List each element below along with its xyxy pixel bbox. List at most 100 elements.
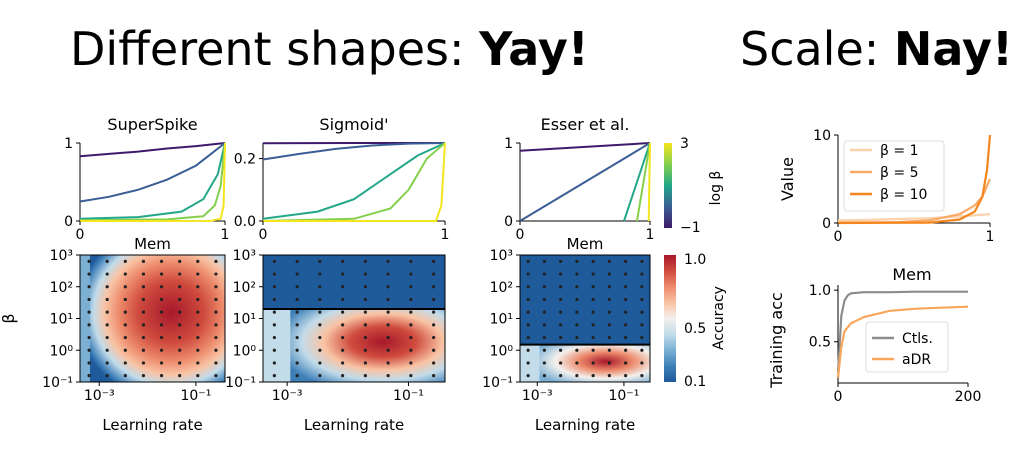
heatmap-panel-2-sample-dot <box>318 335 322 340</box>
heatmap-panel-3-y1-ticklabel: 10⁰ <box>490 343 514 359</box>
heatmap-panel-1-ylabel: β <box>0 313 18 323</box>
heatmap-panel-2-sample-dot <box>295 310 299 314</box>
heatmap-panel-1-x-1e-1-ticklabel: 10⁻¹ <box>180 388 211 404</box>
shape-panel-1-x0-ticklabel: 0 <box>76 227 85 243</box>
heatmap-panel-1-sample-dot <box>159 285 164 289</box>
heatmap-panel-1-sample-dot <box>196 310 200 314</box>
shape-panel-1-series-3 <box>79 142 226 222</box>
heatmap-panel-1-sample-dot <box>87 285 91 289</box>
heatmap-panel-3-sample-dot <box>526 259 530 263</box>
shape-panel-3-series-1 <box>519 142 651 222</box>
value-plot-x0-ticklabel: 0 <box>834 229 843 245</box>
headline-right-emph: Nay! <box>893 22 1013 76</box>
heatmap-panel-3-sample-dot <box>559 297 563 302</box>
heatmap-panel-3-sample-dot <box>607 310 611 314</box>
heatmap-panel-2-sample-dot <box>272 361 276 365</box>
accuracy-colorbar-label: Accuracy <box>711 286 727 350</box>
training-plot-series-1 <box>836 305 969 378</box>
heatmap-panel-3-sample-dot <box>640 374 644 378</box>
heatmap-panel-3-sample-dot <box>542 348 546 352</box>
heatmap-panel-3-y0-ticklabel: 10⁻¹ <box>482 375 513 391</box>
heatmap-panel-2-sample-dot <box>386 335 390 340</box>
heatmap-panel-2-sample-dot <box>318 361 322 365</box>
heatmap-panel-2-sample-dot <box>295 297 299 302</box>
heatmap-panel-2-sample-dot <box>363 361 367 365</box>
heatmap-panel-3-sample-dot <box>624 323 628 327</box>
shape-panel-1-series-0 <box>79 142 226 158</box>
heatmap-panel-2-sample-dot <box>318 310 322 314</box>
heatmap-panel-3-sample-dot <box>575 335 579 340</box>
value-plot-ylabel: Value <box>778 157 797 201</box>
shape-panel-3-series-3 <box>636 142 651 222</box>
heatmap-panel-1-sample-dot <box>159 272 164 276</box>
heatmap-panel-2-sample-dot <box>295 348 299 352</box>
heatmap-panel-3-sample-dot <box>640 259 644 263</box>
shape-panel-2-series-2 <box>262 142 446 220</box>
shape-panel-3-title: Esser et al. <box>541 115 630 134</box>
heatmap-panel-1-sample-dot <box>123 272 127 276</box>
heatmap-panel-1-sample-dot <box>87 335 91 340</box>
heatmap-panel-2-sample-dot <box>363 297 367 302</box>
heatmap-panel-2-sample-dot <box>432 348 436 352</box>
heatmap-panel-1-sample-dot <box>123 361 127 365</box>
heatmap-panel-1-sample-dot <box>196 335 200 340</box>
headline-right-text: Scale: <box>740 22 894 76</box>
beta-colorbar-tick-top: 3 <box>680 136 689 152</box>
shape-panel-2-series-3 <box>262 142 446 222</box>
heatmap-panel-2-sample-dot <box>272 374 276 378</box>
heatmap-panel-2-sample-dot <box>341 348 345 352</box>
heatmap-panel-1-sample-dot <box>105 323 109 327</box>
heatmap-panel-3-sample-dot <box>542 285 546 289</box>
headline-right: Scale: Nay! <box>740 22 1013 76</box>
heatmap-panel-2-sample-dot <box>409 285 413 289</box>
heatmap-panel-1-sample-dot <box>178 272 182 276</box>
heatmap-panel-1-sample-dot <box>159 259 164 263</box>
shape-panel-2-title: Sigmoid' <box>319 115 388 134</box>
heatmap-panel-2-sample-dot <box>295 361 299 365</box>
heatmap-panel-1-sample-dot <box>141 285 146 289</box>
heatmap-panel-1-sample-dot <box>178 259 182 263</box>
heatmap-panel-2-sample-dot <box>363 310 367 314</box>
heatmap-panel-3-sample-dot <box>591 335 595 340</box>
headline-left-emph: Yay! <box>479 22 589 76</box>
shape-panel-2-series-1 <box>262 142 446 161</box>
heatmap-panel-3-sample-dot <box>526 272 530 276</box>
heatmap-panel-3-sample-dot <box>526 285 530 289</box>
heatmap-panel-3-sample-dot <box>607 361 611 365</box>
heatmap-panel-3-sample-dot <box>526 374 530 378</box>
accuracy-tick-01: 0.1 <box>684 374 706 390</box>
heatmap-panel-2-sample-dot <box>318 259 322 263</box>
heatmap-panel-3-sample-dot <box>526 348 530 352</box>
shape-panel-3-series-2 <box>623 142 651 222</box>
heatmap-panel-1-sample-dot <box>196 259 200 263</box>
heatmap-panel-1-sample-dot <box>87 259 91 263</box>
shape-panel-3-series-0 <box>519 142 651 152</box>
heatmap-panel-1-sample-dot <box>87 348 91 352</box>
heatmap-panel-2-sample-dot <box>341 310 345 314</box>
heatmap-panel-3-sample-dot <box>640 310 644 314</box>
value-legend-label-0: β = 1 <box>880 143 918 159</box>
shape-panel-2-x0-ticklabel: 0 <box>259 227 268 243</box>
heatmap-panel-2-sample-dot <box>341 259 345 263</box>
heatmap-panel-3-sample-dot <box>575 323 579 327</box>
heatmap-panel-1-sample-dot <box>105 259 109 263</box>
heatmap-panel-2-sample-dot <box>295 285 299 289</box>
training-legend-label-0: Ctls. <box>902 331 933 347</box>
heatmap-panel-2-y2-ticklabel: 10¹ <box>233 312 256 328</box>
heatmap-panel-3-sample-dot <box>526 310 530 314</box>
heatmap-panel-1-sample-dot <box>105 335 109 340</box>
training-plot-y05-ticklabel: 0.5 <box>809 335 831 351</box>
heatmap-panel-3-sample-dot <box>575 348 579 352</box>
heatmap-panel-1-sample-dot <box>123 285 127 289</box>
heatmap-panel-1-sample-dot <box>105 297 109 302</box>
heatmap-panel-1-sample-dot <box>159 335 164 340</box>
beta-colorbar <box>664 143 672 228</box>
heatmap-panel-2-sample-dot <box>295 335 299 340</box>
heatmap-panel-3-sample-dot <box>575 297 579 302</box>
heatmap-panel-3-sample-dot <box>542 297 546 302</box>
heatmap-panel-2-sample-dot <box>409 323 413 327</box>
training-plot-x200-ticklabel: 200 <box>955 389 982 405</box>
heatmap-panel-3-sample-dot <box>607 297 611 302</box>
heatmap-panel-1-sample-dot <box>178 310 182 314</box>
heatmap-panel-3-sample-dot <box>591 272 595 276</box>
